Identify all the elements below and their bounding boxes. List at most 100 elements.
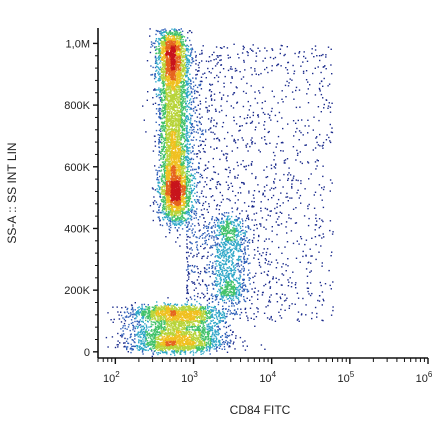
- data-point: [165, 102, 167, 105]
- data-point: [170, 186, 173, 189]
- data-point: [164, 77, 166, 79]
- data-point: [170, 197, 173, 199]
- data-point: [188, 113, 191, 115]
- data-point: [183, 88, 185, 91]
- data-point: [152, 103, 154, 105]
- data-point: [165, 54, 167, 57]
- data-point: [165, 160, 168, 162]
- data-point: [193, 153, 195, 155]
- data-point: [163, 200, 165, 203]
- data-point: [175, 177, 177, 179]
- data-point: [160, 170, 162, 172]
- data-point: [173, 45, 176, 48]
- data-point: [169, 38, 171, 41]
- data-point: [163, 66, 166, 69]
- data-point: [173, 155, 175, 158]
- data-point: [166, 224, 168, 226]
- data-point: [185, 66, 187, 69]
- data-point: [178, 38, 180, 40]
- data-point: [171, 42, 173, 44]
- data-point: [164, 30, 166, 33]
- data-point: [182, 61, 185, 63]
- data-point: [176, 124, 179, 126]
- data-point: [183, 53, 185, 55]
- data-point: [162, 66, 164, 68]
- data-point: [164, 44, 166, 47]
- data-point: [177, 185, 180, 188]
- data-point: [167, 192, 169, 194]
- data-point: [167, 49, 170, 52]
- data-point: [169, 65, 172, 68]
- data-point: [187, 115, 189, 117]
- data-point: [171, 59, 173, 61]
- data-point: [174, 216, 176, 218]
- data-point: [158, 124, 161, 126]
- data-point: [191, 31, 193, 34]
- data-point: [184, 174, 187, 176]
- data-point: [177, 82, 180, 84]
- data-point: [169, 222, 171, 225]
- data-point: [173, 193, 175, 195]
- data-point: [165, 208, 168, 211]
- data-point: [184, 179, 186, 182]
- data-point: [171, 175, 173, 177]
- data-point: [162, 183, 164, 186]
- data-point: [185, 127, 187, 129]
- data-point: [171, 61, 173, 64]
- data-point: [174, 61, 176, 63]
- data-point: [174, 77, 177, 79]
- data-point: [169, 146, 172, 148]
- data-point: [182, 220, 184, 223]
- data-point: [174, 152, 177, 154]
- data-point: [167, 171, 169, 173]
- data-point: [180, 157, 182, 160]
- data-point: [166, 83, 169, 85]
- data-point: [167, 58, 169, 61]
- data-point: [173, 58, 176, 61]
- data-point: [182, 186, 184, 188]
- data-point: [161, 52, 163, 55]
- data-point: [171, 170, 173, 172]
- data-point: [166, 191, 168, 193]
- data-point: [181, 144, 184, 146]
- data-point: [186, 83, 188, 85]
- data-point: [172, 66, 174, 69]
- data-point: [155, 95, 158, 98]
- data-point: [175, 57, 177, 59]
- data-point: [160, 136, 162, 139]
- data-point: [171, 157, 174, 159]
- data-point: [172, 82, 175, 84]
- data-point: [157, 170, 159, 172]
- data-point: [183, 52, 186, 54]
- data-point: [163, 73, 165, 75]
- data-point: [183, 192, 185, 194]
- data-point: [188, 198, 190, 200]
- data-point: [170, 58, 172, 60]
- data-point: [164, 169, 167, 172]
- data-point: [187, 134, 189, 136]
- data-point: [158, 55, 160, 58]
- data-point: [172, 179, 174, 182]
- data-point: [175, 181, 177, 183]
- data-point: [182, 109, 184, 111]
- data-point: [179, 64, 181, 67]
- data-point: [178, 45, 180, 47]
- data-point: [185, 181, 187, 183]
- data-point: [158, 192, 160, 194]
- data-point: [174, 45, 177, 48]
- data-point: [188, 158, 191, 160]
- data-point: [177, 146, 180, 148]
- data-point: [165, 63, 167, 65]
- data-point: [156, 177, 159, 179]
- data-point: [191, 211, 193, 214]
- data-point: [175, 184, 178, 186]
- data-point: [162, 193, 164, 195]
- data-point: [150, 65, 152, 67]
- data-point: [183, 157, 186, 159]
- data-point: [185, 157, 187, 159]
- data-point: [190, 210, 192, 212]
- data-point: [168, 32, 170, 34]
- data-point: [180, 81, 182, 84]
- data-point: [165, 91, 167, 94]
- data-point: [186, 200, 188, 202]
